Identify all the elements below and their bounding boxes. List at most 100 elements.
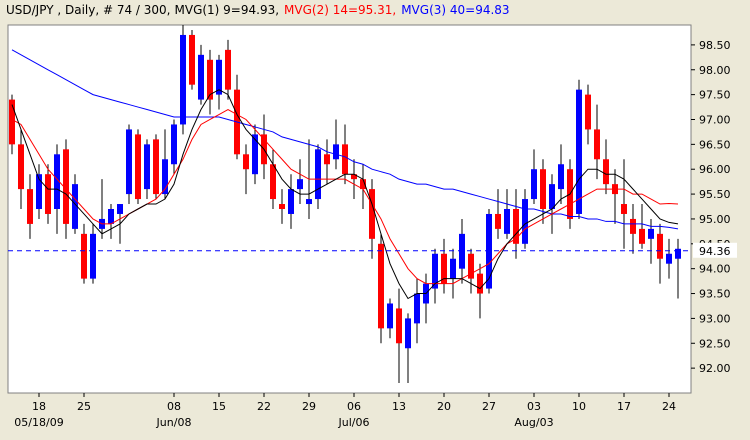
candle-down — [135, 134, 141, 200]
candle-up — [198, 54, 204, 100]
x-tick-label: 20 — [437, 400, 451, 413]
candle-up — [675, 248, 681, 259]
candle-up — [126, 129, 132, 195]
candle-down — [270, 164, 276, 200]
candle-down — [495, 213, 501, 229]
x-tick-label: 10 — [572, 400, 586, 413]
candle-down — [603, 159, 609, 185]
candle-down — [63, 149, 69, 224]
candle-up — [558, 164, 564, 190]
candle-down — [477, 273, 483, 294]
candle-up — [171, 124, 177, 165]
candle-down — [594, 129, 600, 160]
candle-down — [324, 154, 330, 165]
candle-up — [36, 174, 42, 209]
mvg2-line — [11, 108, 679, 285]
chart-title: USD/JPY , Daily, # 74 / 300, — [6, 3, 171, 17]
candle-up — [162, 159, 168, 195]
current-price-label: 94.36 — [699, 245, 731, 258]
moving-average-lines — [8, 49, 691, 300]
y-tick-label: 94.00 — [699, 263, 731, 276]
x-tick-label: 22 — [257, 400, 271, 413]
candle-down — [468, 253, 474, 279]
x-tick-label: 03 — [527, 400, 541, 413]
candle-down — [378, 243, 384, 329]
y-tick-label: 96.50 — [699, 138, 731, 151]
x-axis: 18 05/18/09 25 08 Jun/08 15 22 29 06 Jul/06 13 20 27… — [14, 393, 676, 429]
candle-down — [225, 49, 231, 90]
mvg3-label: MVG(3) 40=94.83 — [401, 3, 509, 17]
mvg1-label: MVG(1) 9=94.93, — [175, 3, 280, 17]
candle-down — [351, 174, 357, 180]
candle-down — [18, 144, 24, 190]
candle-up — [315, 149, 321, 200]
y-axis: 92.0092.5093.0093.5094.0094.5095.0095.50… — [691, 39, 737, 375]
y-tick-label: 97.50 — [699, 89, 731, 102]
mvg2-label: MVG(2) 14=95.31, — [284, 3, 396, 17]
candle-up — [72, 184, 78, 229]
candle-down — [243, 154, 249, 170]
candle-up — [306, 199, 312, 205]
candle-down — [396, 308, 402, 344]
candle-down — [9, 99, 15, 145]
candle-up — [405, 318, 411, 349]
x-tick-label: 27 — [482, 400, 496, 413]
candle-down — [81, 233, 87, 279]
candle-down — [369, 189, 375, 239]
x-tick-label: 18 — [32, 400, 46, 413]
candle-down — [621, 204, 627, 214]
candle-up — [522, 199, 528, 244]
candle-down — [207, 59, 213, 100]
candle-up — [54, 154, 60, 209]
candle-up — [531, 169, 537, 200]
candle-up — [648, 228, 654, 239]
candle-down — [45, 174, 51, 214]
current-price-box — [693, 242, 737, 258]
candle-up — [144, 144, 150, 190]
mvg3-line — [11, 49, 679, 230]
y-tick-label: 98.50 — [699, 39, 731, 52]
x-tick-label: 29 — [302, 400, 316, 413]
candle-down — [630, 218, 636, 234]
y-tick-label: 97.00 — [699, 113, 731, 126]
candle-down — [279, 204, 285, 209]
mvg1-line — [11, 89, 679, 300]
candle-down — [342, 144, 348, 175]
x-tick-label: 24 — [662, 400, 676, 413]
candle-up — [333, 144, 339, 160]
candle-up — [549, 184, 555, 209]
candle-down — [639, 228, 645, 244]
candle-down — [585, 94, 591, 130]
x-tick-sublabel: Jul/06 — [338, 416, 370, 429]
candle-up — [108, 209, 114, 224]
candle-up — [666, 253, 672, 264]
x-tick-label: 17 — [617, 400, 631, 413]
y-tick-label: 95.50 — [699, 188, 731, 201]
candle-up — [216, 59, 222, 95]
candle-down — [189, 34, 195, 85]
candle-up — [180, 34, 186, 125]
x-tick-sublabel: Aug/03 — [514, 416, 553, 429]
y-tick-label: 96.00 — [699, 163, 731, 176]
y-tick-label: 95.00 — [699, 213, 731, 226]
x-tick-label: 06 — [347, 400, 361, 413]
candle-up — [504, 209, 510, 234]
candle-up — [252, 134, 258, 175]
x-tick-label: 25 — [77, 400, 91, 413]
x-tick-label: 08 — [167, 400, 181, 413]
candle-down — [657, 233, 663, 259]
y-tick-label: 93.50 — [699, 288, 731, 301]
y-tick-label: 92.50 — [699, 337, 731, 350]
candle-down — [153, 139, 159, 195]
candle-up — [432, 253, 438, 289]
candle-up — [288, 189, 294, 214]
y-tick-label: 92.00 — [699, 362, 731, 375]
y-tick-label: 98.00 — [699, 64, 731, 77]
candle-down — [360, 179, 366, 190]
x-tick-sublabel: 05/18/09 — [14, 416, 63, 429]
y-tick-label: 93.00 — [699, 312, 731, 325]
candle-down — [441, 253, 447, 284]
x-tick-label: 15 — [212, 400, 226, 413]
